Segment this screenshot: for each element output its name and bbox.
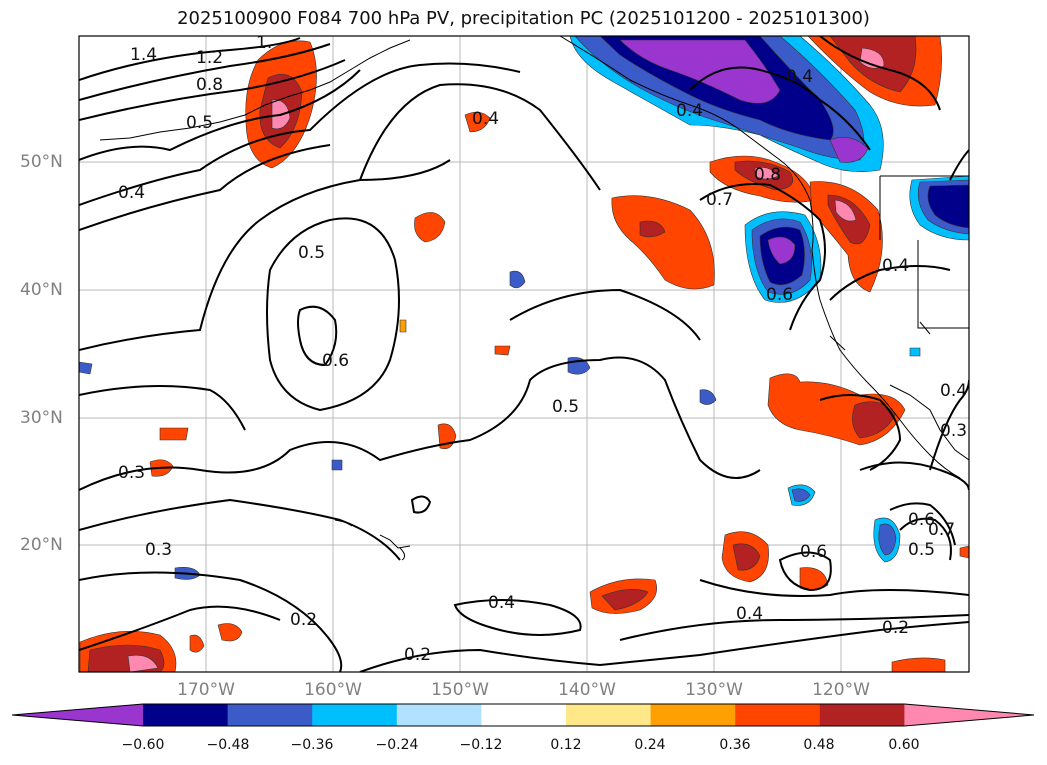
contour-label: 0.2 [882, 618, 909, 638]
colorbar-segment [143, 704, 229, 726]
contour-label: 0.4 [488, 593, 515, 613]
lon-tick-label: 140°W [558, 680, 616, 700]
colorbar-tick-label: −0.48 [206, 737, 250, 753]
contour-label: 0.6 [322, 351, 349, 371]
lat-tick-label: 50°N [20, 152, 63, 172]
colorbar-tick-label: 0.12 [550, 737, 582, 753]
lon-tick-label: 130°W [685, 680, 743, 700]
colorbar-tick-label: 0.60 [888, 737, 920, 753]
colorbar-tick-label: 0.36 [719, 737, 751, 753]
colorbar [11, 703, 1035, 727]
contour-label: 0.3 [940, 421, 967, 441]
contour-label: 0.5 [186, 113, 213, 133]
contour-labels: 1.4 1.2 1. 0.8 0.5 0.4 0.5 0.6 0.4 0.5 0… [118, 33, 967, 665]
contour-label: 0.8 [196, 75, 223, 95]
contour-label: 1.2 [196, 48, 223, 68]
colorbar-segment [650, 704, 736, 726]
contour-label: 0.4 [118, 183, 145, 203]
colorbar-segment [396, 704, 482, 726]
contour-label: 0.4 [472, 109, 499, 129]
colorbar-segment [735, 704, 821, 726]
colorbar-tick-label: −0.36 [290, 737, 334, 753]
colorbar-tick-label: −0.12 [459, 737, 503, 753]
contour-label: 0.6 [766, 285, 793, 305]
contour-label: 0.4 [736, 604, 763, 624]
lon-tick-label: 150°W [431, 680, 489, 700]
lon-tick-label: 120°W [812, 680, 870, 700]
contour-label: 1.4 [130, 45, 157, 65]
contour-label: 0.5 [298, 243, 325, 263]
contour-label: 0.4 [940, 381, 967, 401]
contour-label: 0.2 [290, 610, 317, 630]
lon-tick-label: 170°W [177, 680, 235, 700]
coastlines [99, 36, 969, 561]
map-area [79, 36, 969, 672]
colorbar-segment [481, 704, 567, 726]
precip-positive-areas [79, 36, 969, 672]
contour-label: 0.3 [118, 463, 145, 483]
contour-label: 1. [256, 33, 272, 53]
pv-contours [79, 36, 969, 672]
map-title: 2025100900 F084 700 hPa PV, precipitatio… [177, 8, 870, 29]
colorbar-segment [819, 704, 905, 726]
contour-label: 0.2 [404, 645, 431, 665]
colorbar-segment [312, 704, 398, 726]
colorbar-segment [566, 704, 652, 726]
colorbar-tick-label: 0.48 [803, 737, 835, 753]
map-frame [78, 35, 970, 673]
precip-negative-areas [79, 36, 969, 580]
contour-label: 0.4 [882, 256, 909, 276]
lon-tick-label: 160°W [304, 680, 362, 700]
lat-tick-label: 30°N [20, 408, 63, 428]
contour-label: 0.4 [676, 101, 703, 121]
contour-label: 0.6 [800, 542, 827, 562]
colorbar-tick-label: 0.24 [634, 737, 666, 753]
contour-label: 0.6 [908, 510, 935, 530]
contour-label: 0.8 [754, 165, 781, 185]
lat-tick-label: 40°N [20, 280, 63, 300]
contour-label: 0.7 [706, 190, 733, 210]
colorbar-extension-low [12, 704, 143, 726]
colorbar-segment [227, 704, 313, 726]
contour-label: 0.7 [928, 520, 955, 540]
contour-label: 0.4 [786, 67, 813, 87]
contour-label: 0.5 [552, 397, 579, 417]
colorbar-tick-label: −0.24 [375, 737, 419, 753]
colorbar-extension-high [904, 704, 1034, 726]
colorbar-tick-label: −0.60 [121, 737, 165, 753]
colorbar-outline [11, 703, 1035, 727]
lat-tick-label: 20°N [20, 535, 63, 555]
contour-label: 0.5 [908, 540, 935, 560]
contour-label: 0.3 [145, 540, 172, 560]
